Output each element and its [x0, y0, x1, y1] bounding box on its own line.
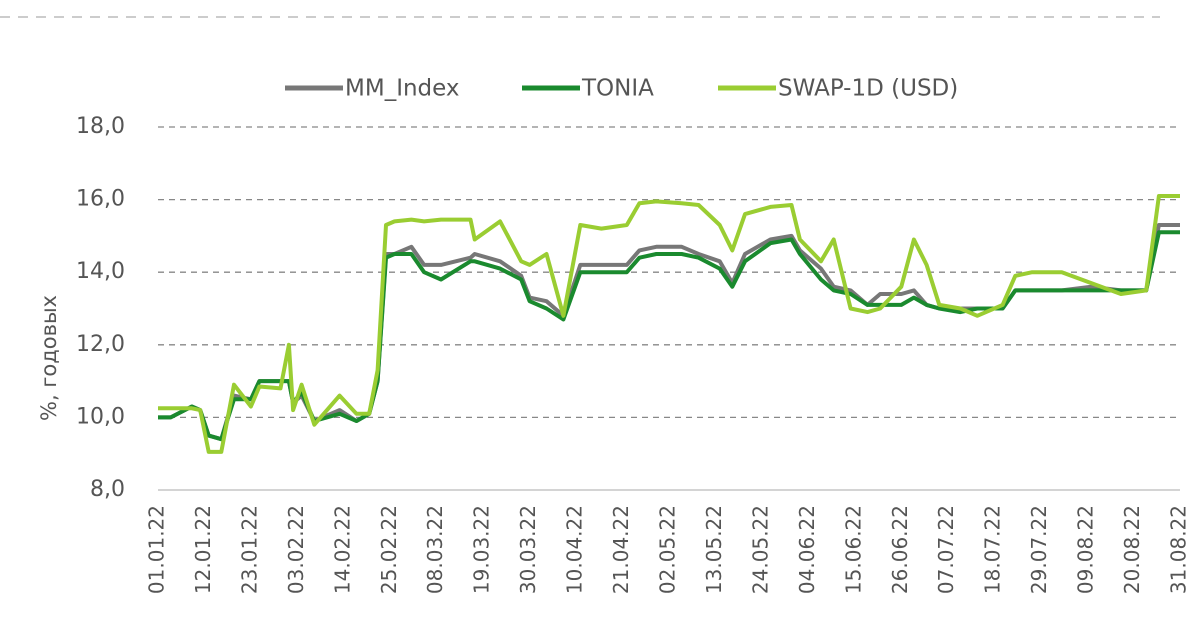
y-tick-label: 8,0 [90, 477, 125, 502]
y-tick-label: 18,0 [76, 114, 125, 139]
legend-label: SWAP-1D (USD) [778, 76, 958, 102]
x-tick-label: 14.02.22 [330, 505, 354, 594]
x-tick-label: 26.06.22 [888, 505, 912, 594]
x-tick-label: 31.08.22 [1167, 505, 1191, 594]
x-tick-label: 20.08.22 [1120, 505, 1144, 594]
x-tick-label: 01.01.22 [145, 505, 169, 594]
x-tick-label: 21.04.22 [609, 505, 633, 594]
y-axis-label: %, годовых [37, 295, 61, 421]
x-tick-label: 29.07.22 [1027, 505, 1051, 594]
series-line [158, 194, 1180, 454]
x-tick-label: 30.03.22 [516, 505, 540, 594]
x-tick-label: 07.07.22 [934, 505, 958, 594]
legend-label: MM_Index [345, 76, 460, 102]
y-tick-label: 12,0 [76, 332, 125, 357]
x-tick-label: 09.08.22 [1074, 505, 1098, 594]
series-line [158, 223, 1180, 442]
x-tick-label: 08.03.22 [423, 505, 447, 594]
x-tick-label: 18.07.22 [981, 505, 1005, 594]
x-tick-label: 24.05.22 [748, 505, 772, 594]
x-tick-label: 12.01.22 [191, 505, 215, 594]
x-tick-label: 15.06.22 [841, 505, 865, 594]
y-tick-label: 10,0 [76, 404, 125, 429]
x-tick-label: 03.02.22 [284, 505, 308, 594]
x-tick-label: 13.05.22 [702, 505, 726, 594]
x-tick-label: 10.04.22 [563, 505, 587, 594]
x-tick-label: 25.02.22 [377, 505, 401, 594]
x-tick-label: 19.03.22 [470, 505, 494, 594]
x-tick-label: 04.06.22 [795, 505, 819, 594]
y-tick-label: 14,0 [76, 259, 125, 284]
series-line [158, 230, 1180, 442]
x-tick-label: 02.05.22 [656, 505, 680, 594]
x-tick-label: 23.01.22 [237, 505, 261, 594]
legend-label: TONIA [581, 76, 654, 102]
y-tick-label: 16,0 [76, 187, 125, 212]
